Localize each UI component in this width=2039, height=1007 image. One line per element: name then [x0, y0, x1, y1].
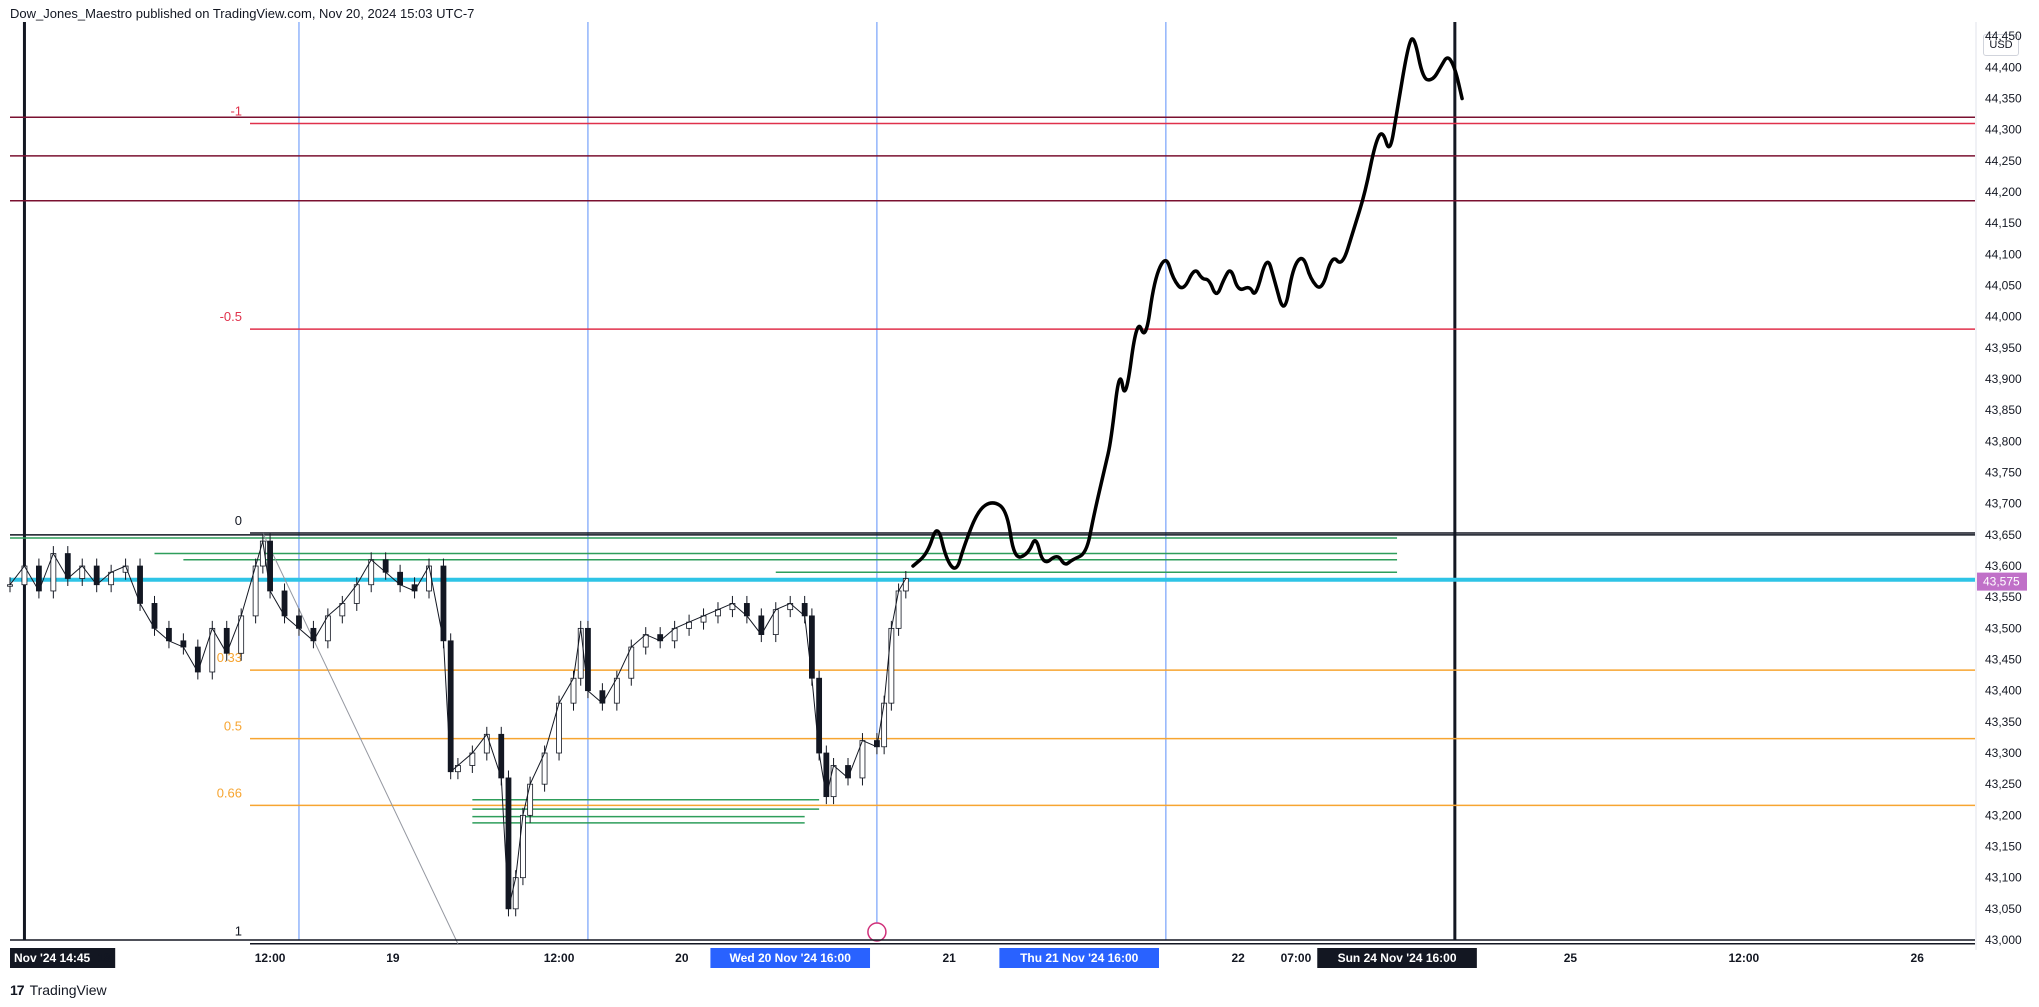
- projection-path: [867, 37, 1464, 942]
- price-tick-18: 43,900: [1985, 372, 2022, 386]
- currency-button[interactable]: USD: [1983, 34, 2019, 56]
- candle-body-38: [512, 877, 519, 910]
- candle-body-37: [505, 777, 512, 910]
- fib-label-0: -1: [230, 103, 242, 118]
- price-tick-21: 44,050: [1985, 279, 2022, 293]
- time-highlight-0: [10, 948, 116, 968]
- price-tick-14: 43,700: [1985, 497, 2022, 511]
- time-label-5: 20: [675, 951, 689, 965]
- time-label-0: Nov '24 14:45: [14, 951, 91, 965]
- price-tick-1: 43,050: [1985, 902, 2022, 916]
- price-tick-26: 44,300: [1985, 123, 2022, 137]
- time-highlight-8: [999, 948, 1159, 968]
- price-tick-24: 44,200: [1985, 185, 2022, 199]
- last-price-tag: [1977, 572, 2027, 591]
- time-label-2: 12:00: [255, 951, 286, 965]
- time-label-3: 19: [386, 951, 400, 965]
- price-axis: 43,000 43,050 43,100 43,150 43,200 43,250 43,3…: [1975, 22, 2027, 950]
- footer: 17 TradingView: [10, 982, 107, 998]
- fib-label-4: 0.5: [224, 719, 242, 734]
- fib-label-6: 1: [235, 924, 242, 939]
- fib-label-1: -0.5: [220, 309, 242, 324]
- price-tick-7: 43,350: [1985, 715, 2022, 729]
- candle-body-0: [7, 584, 13, 587]
- candle-body-39: [520, 814, 526, 879]
- brand-name[interactable]: TradingView: [29, 982, 107, 998]
- fib-label-2: 0: [235, 513, 242, 528]
- horizontal-lines: [10, 116, 1975, 582]
- time-label-12: 25: [1564, 951, 1578, 965]
- time-axis: Nov '24 14:45 18 12:00 19 12:00 20 Wed 20 Nov …: [10, 939, 1975, 968]
- time-label-1: 18: [97, 951, 111, 965]
- time-label-4: 12:00: [544, 951, 575, 965]
- projection-line: [911, 37, 1464, 570]
- price-tick-17: 43,850: [1985, 403, 2022, 417]
- price-tick-15: 43,750: [1985, 466, 2022, 480]
- time-highlight-6: [710, 948, 871, 968]
- price-tick-25: 44,250: [1985, 154, 2022, 168]
- candle-body-70: [895, 590, 902, 629]
- price-tick-13: 43,650: [1985, 528, 2022, 542]
- last-price-value: 43,575: [1983, 575, 2020, 589]
- price-tick-16: 43,800: [1985, 434, 2022, 448]
- price-tick-12: 43,600: [1985, 559, 2022, 573]
- price-tick-28: 44,400: [1985, 60, 2022, 74]
- time-label-7: 21: [942, 951, 956, 965]
- price-tick-6: 43,300: [1985, 746, 2022, 760]
- candle-body-69: [888, 627, 895, 704]
- price-tick-11: 43,550: [1985, 590, 2022, 604]
- price-tick-4: 43,200: [1985, 808, 2022, 822]
- fib-label-5: 0.66: [217, 785, 242, 800]
- price-tick-2: 43,100: [1985, 871, 2022, 885]
- price-tick-27: 44,350: [1985, 92, 2022, 106]
- price-tick-20: 44,000: [1985, 310, 2022, 324]
- candle-body-62: [816, 677, 823, 754]
- publisher-header: Dow_Jones_Maestro published on TradingVi…: [10, 6, 475, 21]
- price-tick-8: 43,400: [1985, 684, 2022, 698]
- price-tick-19: 43,950: [1985, 341, 2022, 355]
- candle-body-19: [267, 540, 273, 592]
- time-label-13: 12:00: [1728, 951, 1759, 965]
- time-label-9: 22: [1231, 951, 1245, 965]
- fib-anchor-line: [262, 532, 459, 944]
- price-line: [9, 540, 907, 909]
- candle-body-40: [527, 783, 534, 816]
- fibonacci-levels: -1 -0.5 0 0.33 0.5 0.66 1: [217, 103, 1975, 945]
- price-tick-9: 43,450: [1985, 653, 2022, 667]
- event-marker-icon: [867, 922, 887, 942]
- candle-body-64: [830, 765, 837, 798]
- candle-body-71: [902, 578, 909, 592]
- candle-body-61: [808, 615, 815, 679]
- fib-label-3: 0.33: [217, 650, 242, 665]
- candle-body-44: [577, 627, 584, 679]
- price-tick-22: 44,100: [1985, 247, 2022, 261]
- time-label-6: Wed 20 Nov '24 16:00: [730, 951, 852, 965]
- price-tick-0: 43,000: [1985, 933, 2022, 947]
- time-label-8: Thu 21 Nov '24 16:00: [1020, 951, 1139, 965]
- vertical-lines: [22, 22, 1457, 940]
- time-highlight-11: [1317, 948, 1477, 968]
- time-label-14: 26: [1911, 951, 1925, 965]
- price-tick-5: 43,250: [1985, 777, 2022, 791]
- time-label-10: 07:00: [1281, 951, 1312, 965]
- time-label-11: Sun 24 Nov '24 16:00: [1338, 951, 1457, 965]
- candle-body-32: [447, 640, 454, 773]
- candle-body-68: [881, 702, 888, 748]
- price-tick-10: 43,500: [1985, 621, 2022, 635]
- price-tick-29: 44,450: [1985, 29, 2022, 43]
- price-tick-23: 44,150: [1985, 216, 2022, 230]
- tradingview-logo-icon: 17: [10, 982, 25, 998]
- price-series: [7, 533, 909, 917]
- price-tick-3: 43,150: [1985, 840, 2022, 854]
- candle-body-45: [585, 627, 591, 692]
